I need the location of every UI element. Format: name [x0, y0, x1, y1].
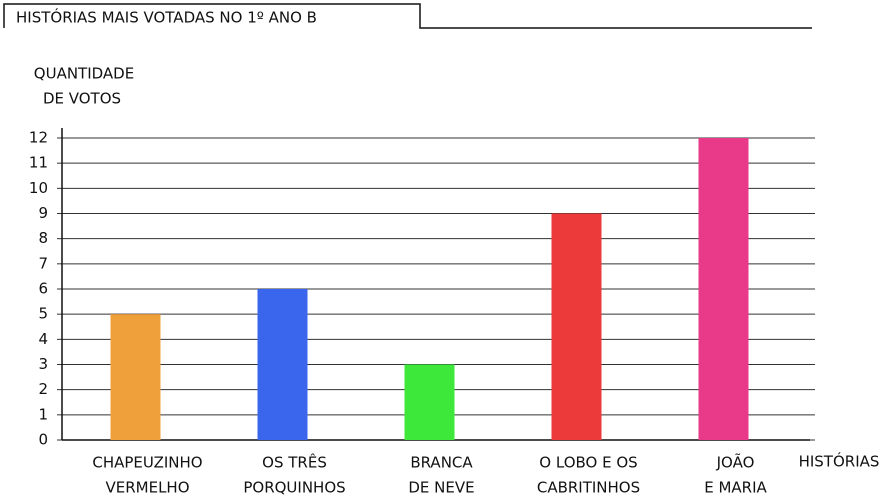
- y-tick-label: 3: [38, 355, 48, 373]
- x-tick-label: DE NEVE: [408, 479, 474, 497]
- y-tick-label: 6: [38, 280, 48, 298]
- y-tick-label: 7: [38, 254, 48, 272]
- bar: [257, 289, 308, 440]
- y-tick-label: 1: [38, 405, 48, 423]
- y-tick-label: 2: [38, 380, 48, 398]
- bar: [698, 138, 749, 440]
- y-tick-label: 9: [38, 204, 48, 222]
- y-tick-label: 0: [38, 431, 48, 449]
- bar: [551, 213, 602, 440]
- x-tick-label: CABRITINHOS: [537, 479, 640, 497]
- x-tick-label: BRANCA: [410, 454, 473, 472]
- x-axis-label: HISTÓRIAS: [799, 452, 880, 471]
- bar: [110, 314, 161, 440]
- chart-title: HISTÓRIAS MAIS VOTADAS NO 1º ANO B: [16, 8, 317, 27]
- title-frame: [3, 3, 812, 29]
- bar: [404, 364, 455, 440]
- y-axis-label: QUANTIDADE: [34, 65, 134, 83]
- y-axis-label: DE VOTOS: [43, 90, 121, 108]
- y-tick-label: 10: [29, 179, 48, 197]
- y-tick-label: 5: [38, 305, 48, 323]
- x-tick-label: O LOBO E OS: [539, 454, 637, 472]
- x-tick-label: JOÃO: [716, 453, 755, 472]
- x-tick-label: PORQUINHOS: [243, 479, 345, 497]
- y-tick-label: 12: [29, 129, 48, 147]
- y-tick-label: 4: [38, 330, 48, 348]
- x-tick-label: CHAPEUZINHO: [92, 454, 202, 472]
- y-tick-label: 8: [38, 229, 48, 247]
- x-tick-label: OS TRÊS: [262, 453, 327, 472]
- x-tick-label: VERMELHO: [105, 479, 189, 497]
- y-tick-label: 11: [29, 154, 48, 172]
- x-tick-label: E MARIA: [704, 479, 767, 497]
